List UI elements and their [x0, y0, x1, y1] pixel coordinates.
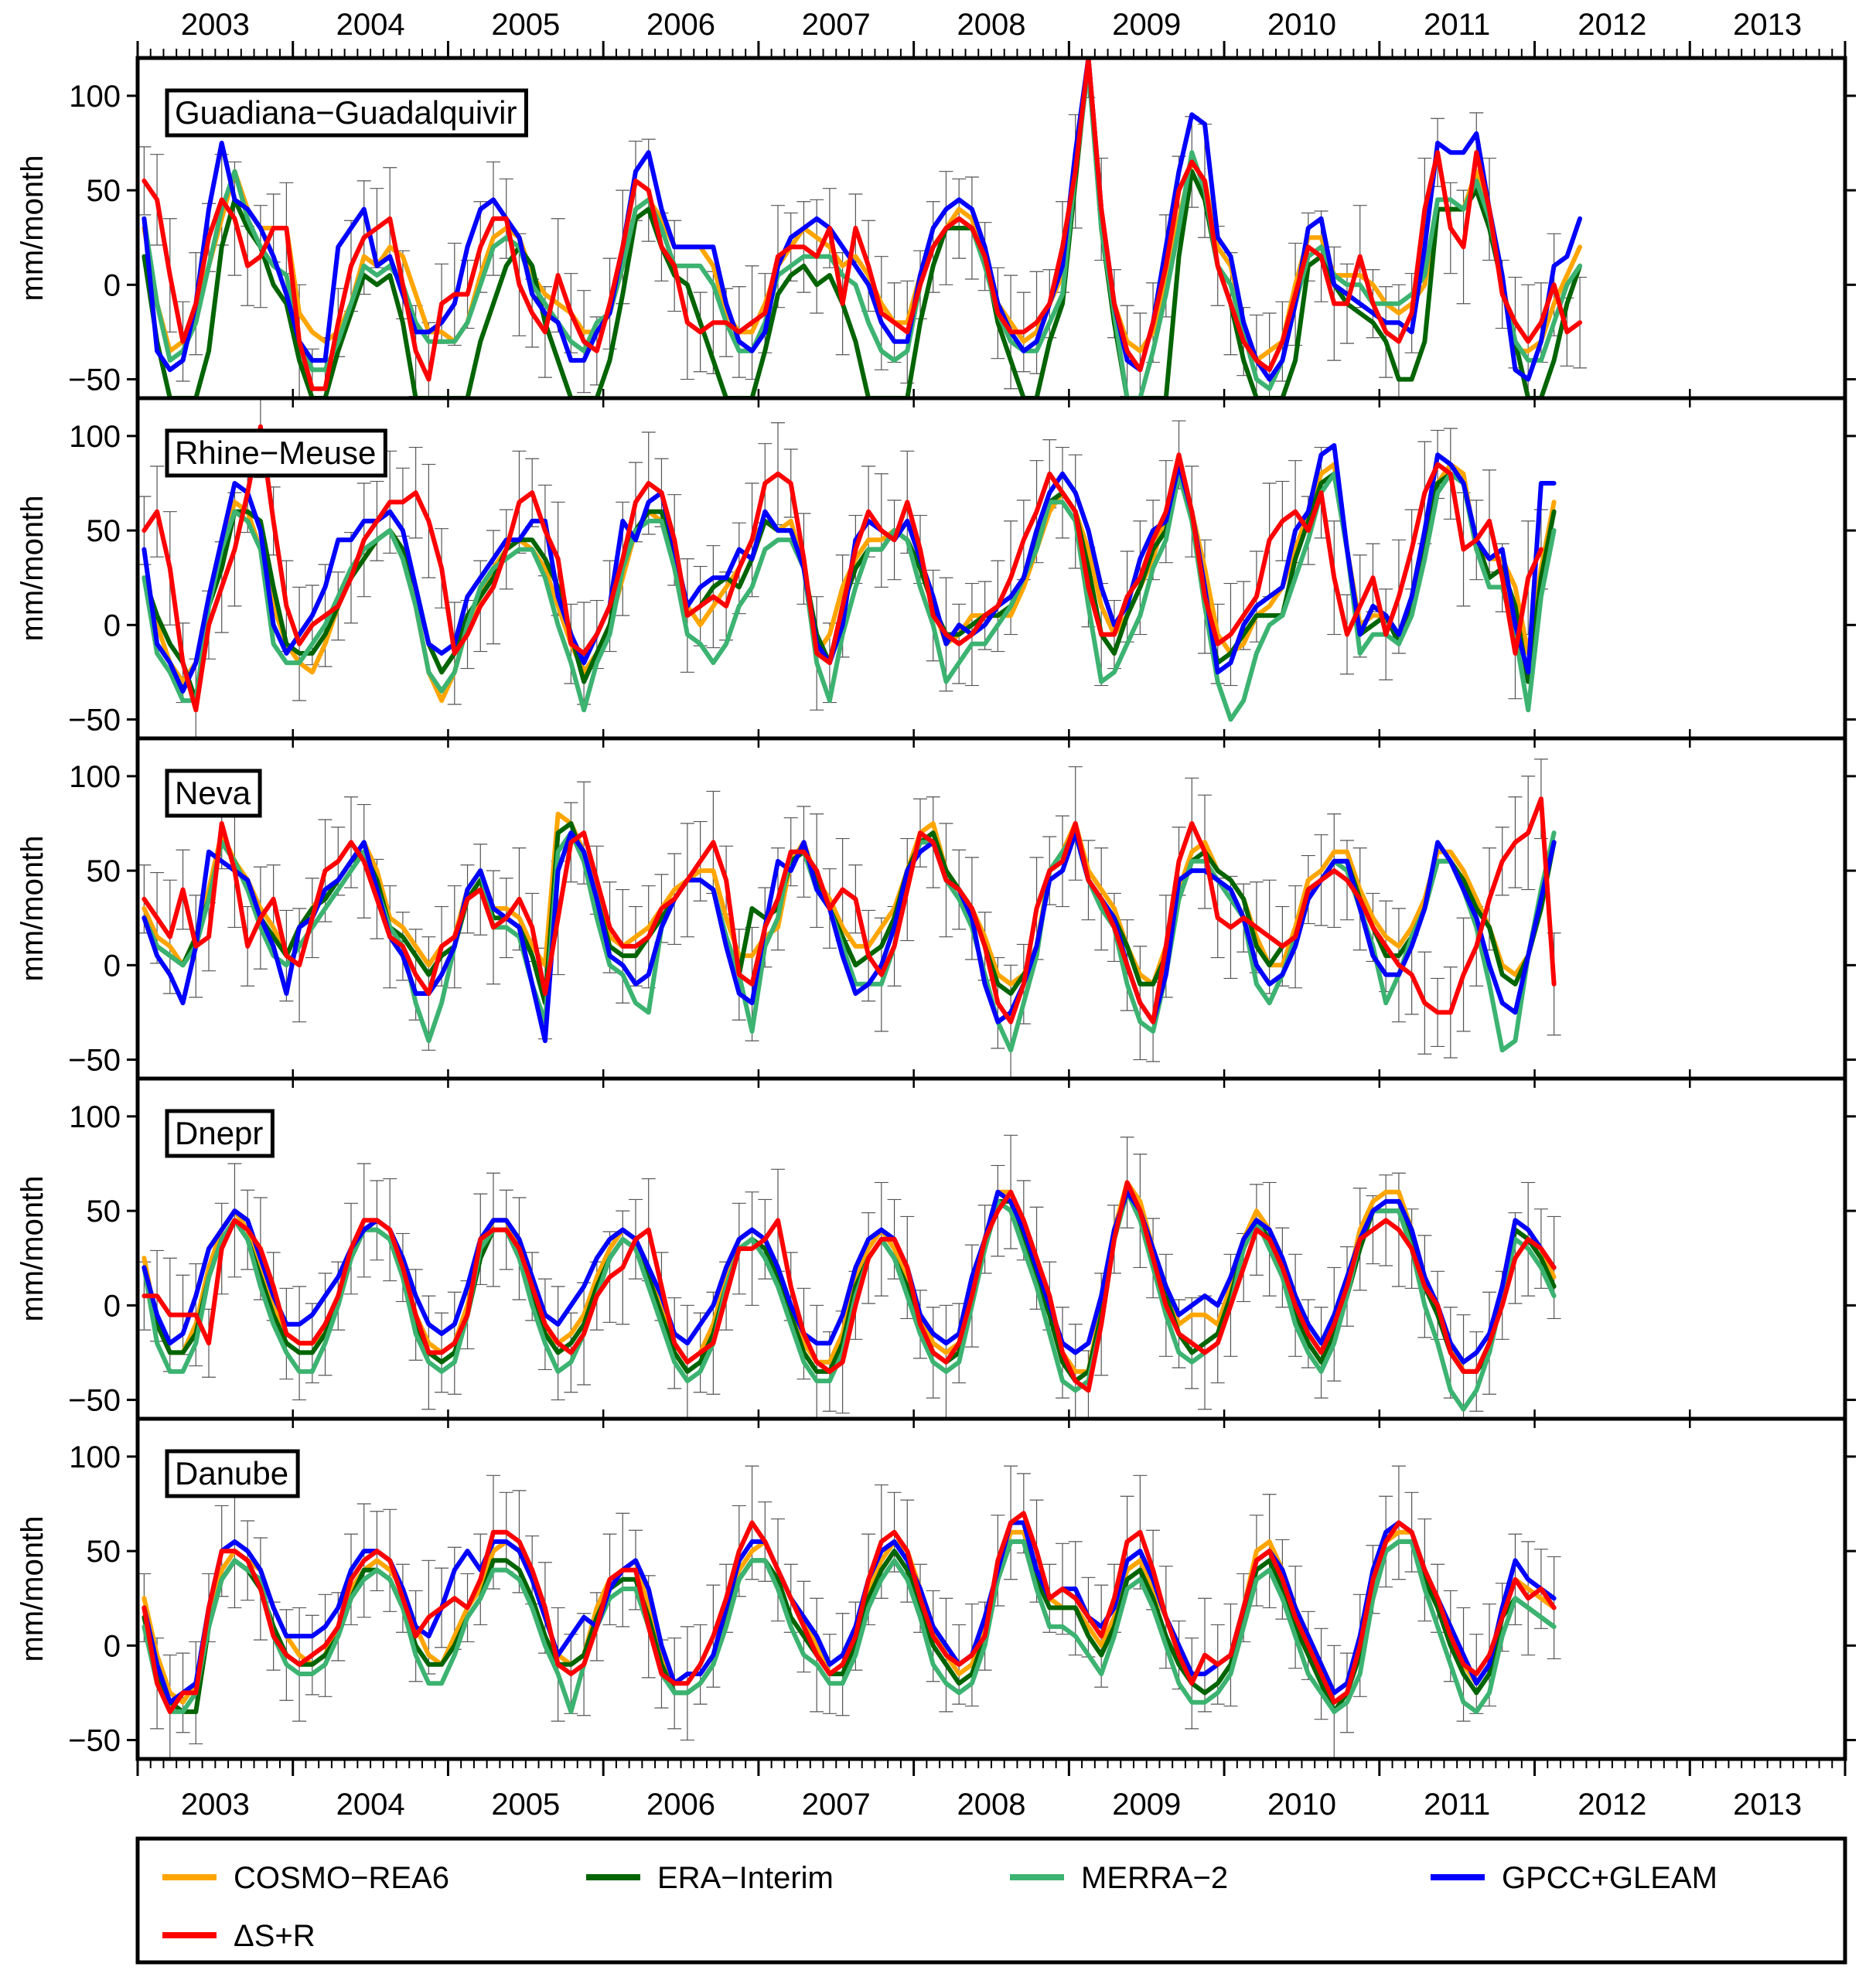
series-line-cosmo-rea6 [142, 811, 1557, 987]
legend-box [135, 1836, 1847, 1965]
x-axes: 2003 2003 2004 2004 2005 2005 2006 2006 2007 2007… [136, 8, 1847, 1822]
ytick-label: 50 [87, 174, 121, 208]
y-axis-label: mm/month [15, 1516, 49, 1662]
y-axis-label: mm/month [15, 496, 49, 642]
year-label-top: 2013 [1733, 8, 1802, 42]
series-line-cosmo-rea6 [142, 58, 1583, 363]
legend-label: GPCC+GLEAM [1502, 1861, 1717, 1895]
year-label-bottom: 2009 [1112, 1788, 1181, 1822]
ytick-label: −50 [68, 1044, 121, 1078]
panel-name-box [165, 769, 262, 818]
panel-neva: −50 0 50 100 mm/month Neva [15, 736, 1856, 1081]
panel-name-box [165, 428, 387, 478]
panel-frame [135, 736, 1847, 1081]
year-label-bottom: 2004 [336, 1788, 405, 1822]
series-line--s-r [142, 796, 1557, 1024]
series-line--s-r [142, 424, 1543, 713]
year-label-bottom: 2011 [1424, 1788, 1490, 1822]
year-label-top: 2003 [181, 8, 250, 42]
year-label-top: 2011 [1424, 8, 1490, 42]
year-label-top: 2006 [646, 8, 715, 42]
series-line--s-r [142, 58, 1583, 391]
year-label-bottom: 2005 [491, 1788, 560, 1822]
ytick-label: 50 [87, 1535, 121, 1569]
panel-dnepr: −50 0 50 100 mm/month Dnepr [15, 1076, 1856, 1421]
series-group [142, 796, 1557, 1053]
legend-label: MERRA−2 [1081, 1861, 1228, 1895]
y-axis-label: mm/month [15, 836, 49, 982]
legend-label: COSMO−REA6 [234, 1861, 449, 1895]
series-line--s-r [142, 1511, 1557, 1714]
panel-name-box [165, 88, 528, 138]
y-axis-label: mm/month [15, 155, 49, 302]
series-line-merra-2 [142, 1539, 1557, 1714]
ytick-label: −50 [68, 1724, 121, 1758]
error-bars [138, 1465, 1561, 1759]
year-label-bottom: 2010 [1267, 1788, 1336, 1822]
ytick-label: 50 [87, 514, 121, 548]
ytick-label: 100 [69, 760, 121, 794]
legend-label: ERA−Interim [657, 1861, 834, 1895]
panel-guadiana-guadalquivir: −50 0 50 100 mm/month Guadiana−Guadalquivir [15, 56, 1856, 401]
panel-name: Dnepr [175, 1115, 263, 1151]
panel-name-box [165, 1109, 275, 1158]
ytick-label: 100 [69, 1100, 121, 1134]
panels-layer: −50050100mm/monthGuadiana−Guadalquivir−5… [15, 8, 1856, 1822]
ytick-label: 100 [69, 1440, 121, 1474]
series-group [142, 1511, 1557, 1714]
panel-name: Danube [175, 1455, 288, 1491]
year-label-top: 2012 [1578, 8, 1646, 42]
year-label-bottom: 2007 [802, 1788, 871, 1822]
legend-label: ΔS+R [234, 1919, 316, 1953]
series-line-cosmo-rea6 [142, 1529, 1557, 1705]
year-label-top: 2010 [1267, 8, 1336, 42]
series-group [142, 58, 1583, 398]
panel-name-box [165, 1449, 300, 1498]
y-axis-label: mm/month [15, 1176, 49, 1322]
year-label-bottom: 2008 [957, 1788, 1026, 1822]
year-label-bottom: 2012 [1578, 1788, 1646, 1822]
error-bars [138, 758, 1561, 1079]
ytick-label: −50 [68, 363, 121, 397]
ytick-label: 0 [104, 949, 121, 983]
series-line-gpcc-gleam [142, 1520, 1557, 1705]
series-line--s-r [142, 1180, 1557, 1393]
panel-name: Rhine−Meuse [175, 435, 376, 471]
series-group [142, 1180, 1557, 1412]
series-group [142, 424, 1557, 722]
ytick-label: 0 [104, 268, 121, 302]
ytick-label: 50 [87, 854, 121, 888]
ytick-label: 0 [104, 1289, 121, 1323]
series-line-gpcc-gleam [142, 58, 1583, 382]
ytick-label: 100 [69, 80, 121, 114]
panel-name: Guadiana−Guadalquivir [175, 94, 517, 131]
panel-name: Neva [175, 775, 251, 811]
year-label-top: 2005 [491, 8, 560, 42]
year-label-bottom: 2003 [181, 1788, 250, 1822]
year-label-bottom: 2013 [1733, 1788, 1802, 1822]
legend: COSMO−REA6 ERA−Interim MERRA−2 GPCC+GLEAM ΔS… [135, 1836, 1847, 1965]
panel-frame [135, 396, 1847, 741]
series-line-era-interim [142, 58, 1583, 398]
year-label-top: 2008 [957, 8, 1026, 42]
ytick-label: −50 [68, 704, 121, 738]
series-line-merra-2 [142, 65, 1583, 398]
ytick-label: 100 [69, 420, 121, 454]
panel-rhine-meuse: −50 0 50 100 mm/month Rhine−Meuse [15, 396, 1856, 741]
year-label-top: 2009 [1112, 8, 1181, 42]
ytick-label: 50 [87, 1195, 121, 1229]
panel-danube: −50 0 50 100 mm/month Danube [15, 1416, 1856, 1761]
year-label-top: 2007 [802, 8, 871, 42]
ytick-label: 0 [104, 608, 121, 643]
year-label-top: 2004 [336, 8, 405, 42]
year-label-bottom: 2006 [646, 1788, 715, 1822]
ytick-label: −50 [68, 1384, 121, 1418]
ytick-label: 0 [104, 1629, 121, 1663]
